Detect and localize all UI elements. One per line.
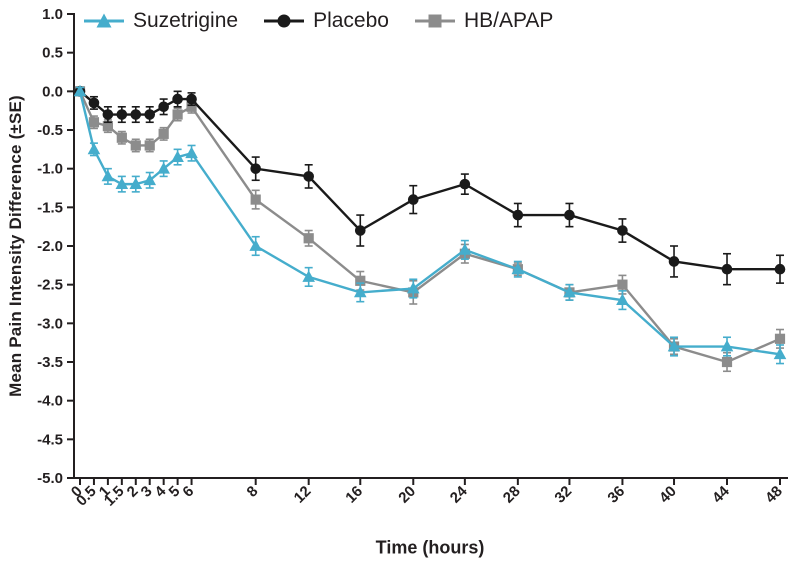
svg-text:48: 48 [762,483,786,507]
svg-text:-3.5: -3.5 [37,354,63,371]
svg-text:-2.5: -2.5 [37,277,63,294]
svg-text:0.0: 0.0 [42,83,63,100]
legend-label-hb-apap: HB/APAP [463,9,554,32]
x-axis-title: Time (hours) [375,537,485,558]
svg-text:-3.0: -3.0 [37,315,63,332]
svg-text:24: 24 [447,482,471,506]
svg-text:2: 2 [124,483,142,501]
svg-text:-0.5: -0.5 [37,122,63,139]
svg-text:-5.0: -5.0 [37,470,63,487]
svg-text:1.0: 1.0 [42,6,63,23]
svg-text:-1.5: -1.5 [37,199,63,216]
circle-marker-icon [264,14,305,28]
triangle-marker-icon [84,13,124,28]
svg-text:-4.5: -4.5 [37,431,63,448]
svg-text:32: 32 [551,483,575,507]
legend-item-hb-apap: HB/APAP [414,9,554,33]
chart-legend: Suzetrigine Placebo HB/APAP [84,9,553,33]
svg-text:12: 12 [291,483,315,507]
svg-text:8: 8 [244,483,262,501]
svg-text:0.5: 0.5 [42,45,63,62]
svg-text:5: 5 [166,483,184,501]
svg-text:-1.0: -1.0 [37,161,63,178]
svg-text:3: 3 [138,483,156,501]
svg-text:28: 28 [500,483,524,507]
svg-text:44: 44 [709,482,733,506]
square-marker-icon [414,14,455,28]
svg-text:6: 6 [179,483,197,501]
svg-text:16: 16 [342,483,366,507]
legend-item-suzetrigine: Suzetrigine [84,9,238,33]
y-axis-title: Mean Pain Intensity Difference (±SE) [6,95,25,397]
svg-text:-4.0: -4.0 [37,393,63,410]
svg-text:36: 36 [604,483,628,507]
legend-item-placebo: Placebo [264,9,389,33]
svg-text:-2.0: -2.0 [37,238,63,255]
svg-text:40: 40 [656,483,680,507]
legend-label-suzetrigine: Suzetrigine [133,9,239,32]
svg-text:20: 20 [395,483,419,507]
legend-label-placebo: Placebo [313,9,389,32]
